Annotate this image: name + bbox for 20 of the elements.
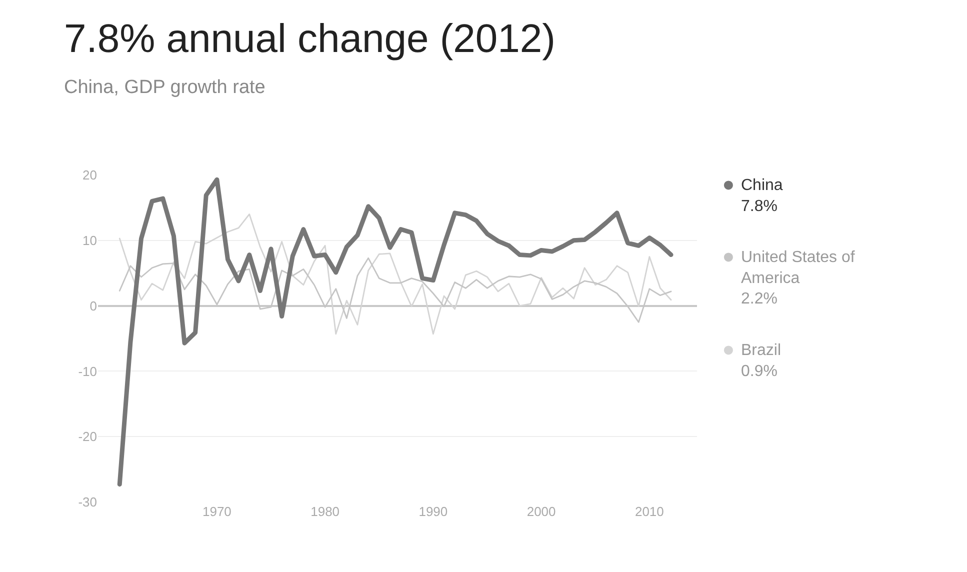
text: 0.9% xyxy=(741,362,778,380)
y-tick-label: -30 xyxy=(78,494,97,510)
x-tick-label: 2000 xyxy=(526,504,556,519)
y-tick-label: 10 xyxy=(82,232,97,248)
y-tick-label: -20 xyxy=(78,429,97,444)
line-series xyxy=(117,177,674,487)
x-tick-label: 1980 xyxy=(310,504,340,519)
x-tick-label: 1970 xyxy=(202,504,232,519)
y-tick-label: 0 xyxy=(90,298,97,314)
y-tick-label: -10 xyxy=(78,364,97,379)
legend-label: Brazil xyxy=(741,342,782,359)
y-tick-label: 20 xyxy=(82,168,97,183)
chart-subtitle: China, GDP growth rate xyxy=(64,77,266,98)
legend-label: United States of America xyxy=(741,249,856,287)
chart-title: 7.8% annual change (2012) xyxy=(64,17,556,61)
legend-label: China xyxy=(741,177,783,194)
text: 2.2% xyxy=(741,290,778,308)
x-tick-label: 2010 xyxy=(634,504,664,519)
text: 7.8% xyxy=(741,198,778,215)
x-tick-label: 1990 xyxy=(418,504,448,519)
